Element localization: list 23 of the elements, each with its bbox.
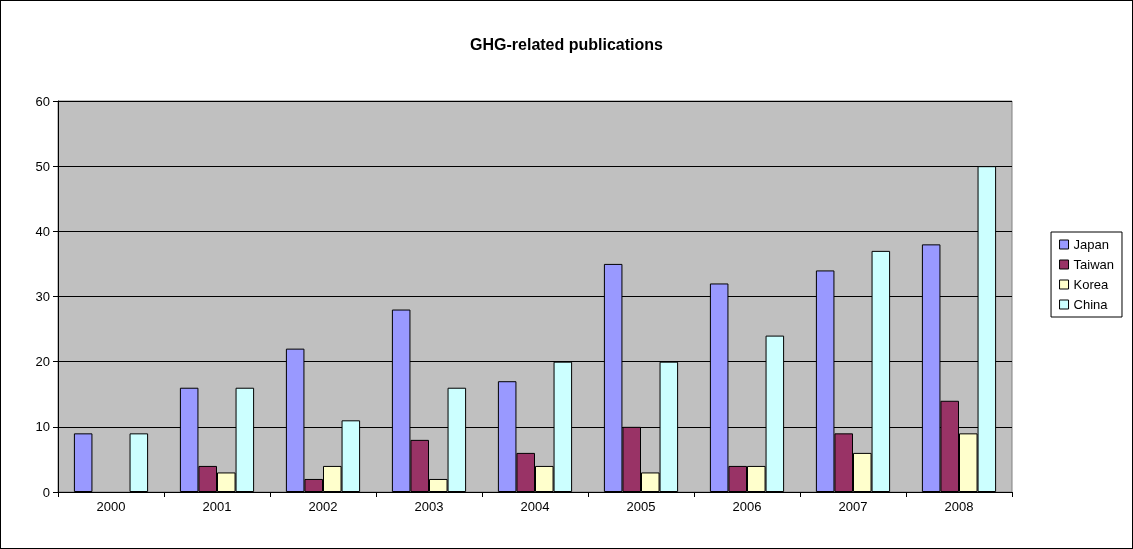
x-tick-label: 2003 xyxy=(414,499,444,514)
y-tick-label: 20 xyxy=(35,354,50,370)
x-tick-label: 2008 xyxy=(944,499,974,514)
legend-label: Korea xyxy=(1073,277,1109,292)
legend-label: Taiwan xyxy=(1073,257,1114,272)
x-tick-label: 2004 xyxy=(520,499,550,514)
y-tick-label: 60 xyxy=(35,93,50,109)
chart-title: GHG-related publications xyxy=(470,35,664,53)
x-tick-label: 2007 xyxy=(838,499,868,514)
y-tick-label: 30 xyxy=(35,289,50,304)
y-tick-label: 40 xyxy=(35,223,50,239)
legend-label: China xyxy=(1073,297,1109,312)
bar xyxy=(73,433,93,492)
x-tick-label: 2005 xyxy=(626,499,656,514)
y-tick-label: 0 xyxy=(42,484,50,500)
y-tick-label: 50 xyxy=(35,158,50,174)
x-tick-label: 2002 xyxy=(308,499,338,514)
x-tick-label: 2006 xyxy=(732,499,762,514)
x-tick-label: 2000 xyxy=(96,499,126,514)
legend-label: Japan xyxy=(1073,237,1109,252)
x-tick-label: 2001 xyxy=(202,499,232,514)
bar xyxy=(129,433,149,492)
y-tick-label: 10 xyxy=(35,419,50,435)
